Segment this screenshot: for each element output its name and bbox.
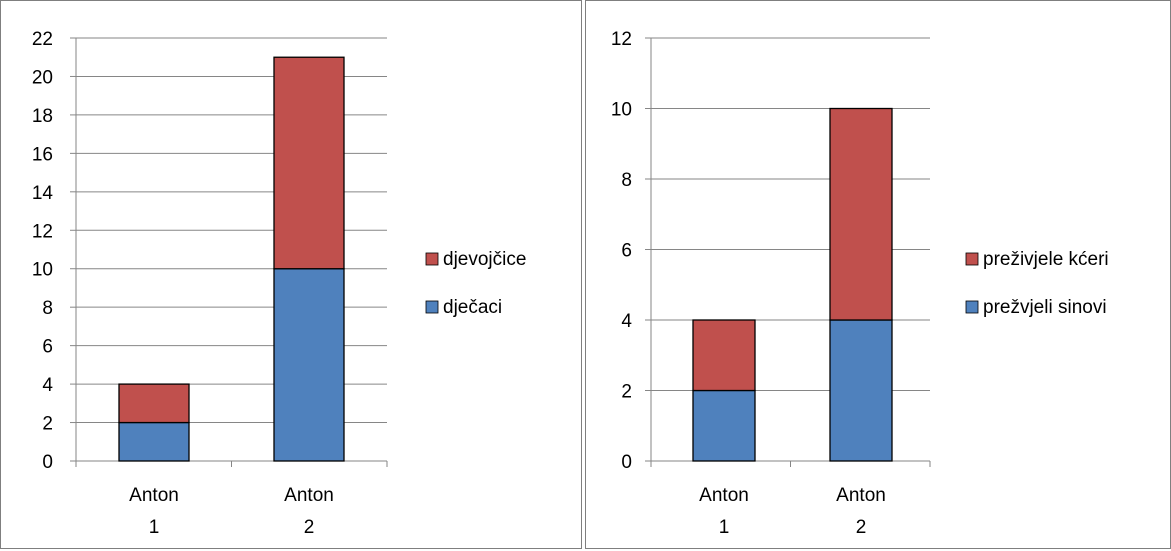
y-tick-label: 8 <box>621 170 632 191</box>
legend-label: djevojčice <box>443 249 526 270</box>
y-tick-label: 12 <box>32 221 53 242</box>
y-tick-label: 20 <box>32 67 53 88</box>
y-tick-label: 14 <box>32 183 54 204</box>
y-tick-label: 16 <box>32 144 53 165</box>
x-tick-label: Anton <box>836 485 886 506</box>
x-tick-label: 1 <box>719 517 730 538</box>
chart-panel-left: 0 2 4 6 8 10 12 14 16 18 20 22 Anton 1 Anton 2 djevojčic… <box>0 0 582 549</box>
y-tick-label: 4 <box>42 375 53 396</box>
stacked-bar-chart-right: 0 2 4 6 8 10 12 Anton 1 Anton 2 preživjele kćeri pre… <box>611 29 1109 538</box>
y-tick-label: 4 <box>621 311 632 332</box>
bar-segment-bottom <box>273 268 345 462</box>
y-tick-label: 18 <box>32 106 53 127</box>
bar-segment-bottom <box>829 319 893 462</box>
y-tick-label: 2 <box>621 382 632 403</box>
y-tick-label: 6 <box>621 241 632 262</box>
legend-swatch <box>425 300 439 314</box>
bar-segment-top <box>118 383 190 424</box>
x-tick-label: 1 <box>149 517 160 538</box>
y-tick-label: 10 <box>611 100 632 121</box>
x-tick-label: Anton <box>699 485 749 506</box>
legend-label: dječaci <box>443 297 502 318</box>
bar-segment-top <box>273 56 345 270</box>
y-tick-label: 0 <box>621 452 632 473</box>
bar-segment-top <box>692 319 756 392</box>
legend-swatch <box>965 300 979 314</box>
x-tick-label: 2 <box>304 517 315 538</box>
y-tick-label: 8 <box>42 298 53 319</box>
chart-panel-right: 0 2 4 6 8 10 12 Anton 1 Anton 2 preživjele kćeri pre… <box>585 0 1171 549</box>
x-tick-label: 2 <box>856 517 867 538</box>
y-tick-label: 0 <box>42 452 53 473</box>
y-tick-label: 22 <box>32 29 53 50</box>
y-tick-label: 2 <box>42 414 53 435</box>
y-tick-label: 10 <box>32 260 53 281</box>
stacked-bar-chart-left: 0 2 4 6 8 10 12 14 16 18 20 22 Anton 1 Anton 2 djevojčic… <box>32 29 527 538</box>
legend-swatch <box>965 252 979 266</box>
y-tick-label: 6 <box>42 337 53 358</box>
bar-segment-bottom <box>118 421 190 462</box>
bar-segment-top <box>829 107 893 321</box>
legend-swatch <box>425 252 439 266</box>
x-tick-label: Anton <box>129 485 179 506</box>
legend-label: preživjele kćeri <box>983 249 1109 270</box>
y-tick-label: 12 <box>611 29 632 50</box>
bar-segment-bottom <box>692 389 756 462</box>
legend-label: prežvjeli sinovi <box>983 297 1107 318</box>
x-tick-label: Anton <box>284 485 334 506</box>
